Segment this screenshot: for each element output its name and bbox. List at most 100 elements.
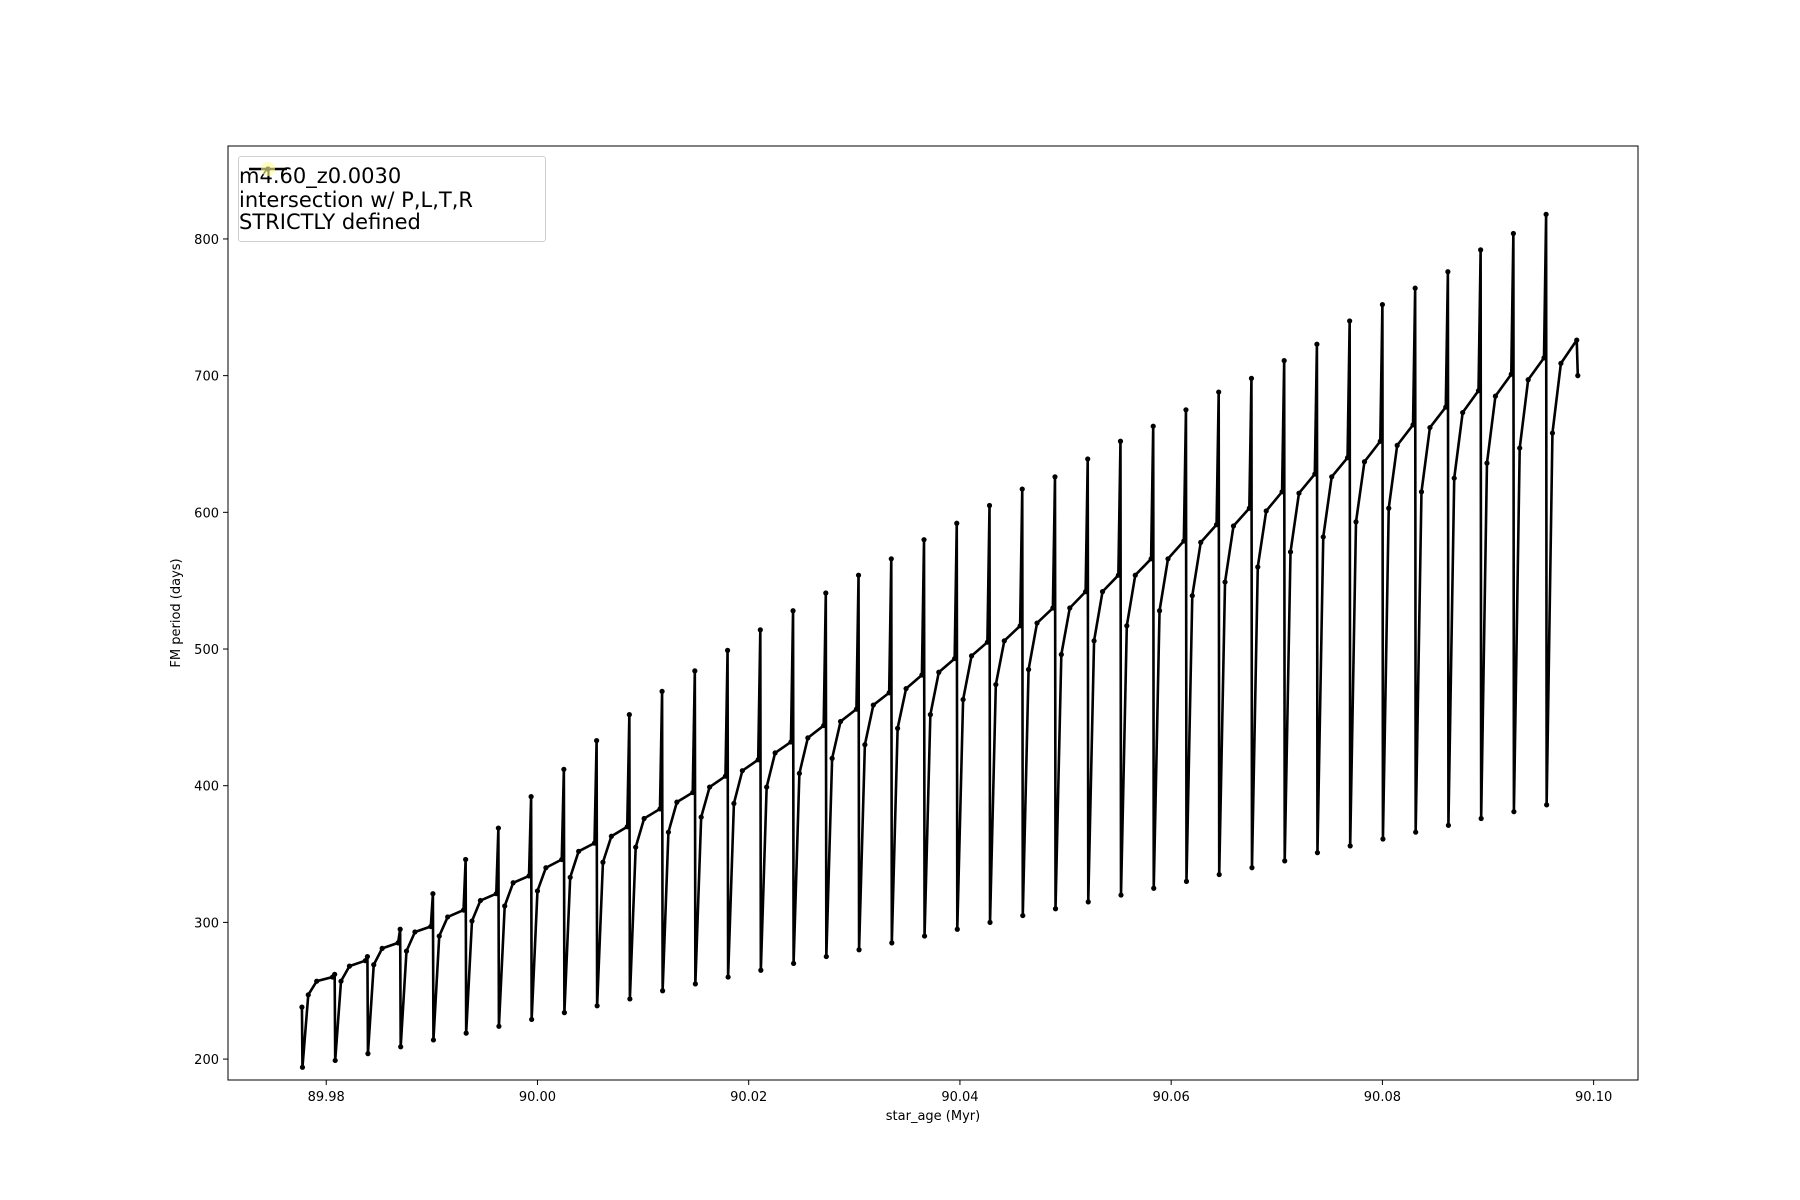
data-point bbox=[724, 647, 731, 653]
data-point bbox=[1052, 474, 1058, 480]
data-point bbox=[1020, 912, 1026, 919]
data-point bbox=[1492, 393, 1499, 399]
data-point bbox=[1183, 407, 1189, 413]
data-point bbox=[1353, 519, 1359, 525]
data-point bbox=[1222, 579, 1228, 585]
data-point bbox=[870, 702, 876, 708]
data-point bbox=[725, 974, 731, 980]
data-point bbox=[305, 992, 311, 998]
data-point bbox=[594, 737, 600, 744]
data-point bbox=[1329, 474, 1335, 480]
data-point bbox=[1198, 539, 1204, 545]
data-point bbox=[1085, 456, 1091, 462]
data-point bbox=[1115, 572, 1121, 578]
data-point bbox=[690, 789, 696, 796]
data-point bbox=[1132, 572, 1138, 578]
data-point bbox=[790, 960, 797, 967]
data-point bbox=[526, 873, 532, 879]
y-tick-label: 300 bbox=[194, 916, 219, 931]
data-point bbox=[1445, 822, 1452, 828]
data-point bbox=[823, 590, 829, 596]
data-point bbox=[1347, 318, 1353, 324]
data-point bbox=[1475, 388, 1482, 394]
data-point bbox=[829, 755, 835, 761]
data-point bbox=[1418, 489, 1425, 495]
data-point bbox=[1377, 438, 1383, 444]
data-point bbox=[1255, 564, 1261, 570]
data-point bbox=[862, 742, 868, 748]
data-point bbox=[1361, 459, 1368, 465]
data-point bbox=[1263, 508, 1269, 514]
data-point bbox=[502, 903, 508, 909]
data-point bbox=[559, 856, 565, 863]
data-point bbox=[428, 923, 434, 930]
data-point bbox=[314, 978, 320, 984]
data-point bbox=[1508, 371, 1514, 377]
data-point bbox=[1413, 829, 1419, 835]
data-point bbox=[332, 1057, 338, 1064]
data-point bbox=[889, 940, 895, 946]
data-point bbox=[412, 929, 418, 935]
data-point bbox=[821, 722, 827, 729]
data-point bbox=[921, 933, 928, 939]
data-point bbox=[886, 690, 892, 696]
y-tick-label: 200 bbox=[194, 1053, 219, 1068]
data-point bbox=[1510, 230, 1516, 237]
data-point bbox=[529, 1016, 535, 1023]
data-point bbox=[1484, 460, 1490, 466]
data-point bbox=[788, 739, 794, 745]
data-point bbox=[984, 639, 990, 645]
data-point bbox=[510, 880, 516, 886]
data-point bbox=[1460, 409, 1466, 416]
data-point bbox=[528, 794, 534, 800]
data-point bbox=[853, 706, 860, 712]
legend-marker bbox=[261, 162, 275, 176]
data-point bbox=[674, 799, 680, 805]
data-point bbox=[1248, 375, 1255, 381]
data-point bbox=[1314, 850, 1321, 856]
data-point bbox=[567, 874, 573, 880]
data-point bbox=[1427, 424, 1433, 431]
data-point bbox=[379, 945, 385, 951]
data-point bbox=[463, 1030, 469, 1036]
data-point bbox=[805, 735, 811, 741]
data-point bbox=[1394, 442, 1400, 448]
data-point bbox=[1216, 389, 1222, 395]
data-point bbox=[1181, 538, 1187, 544]
data-point bbox=[1511, 809, 1517, 815]
data-point bbox=[1117, 438, 1124, 444]
y-tick-label: 400 bbox=[194, 780, 219, 795]
data-point bbox=[591, 840, 598, 846]
legend-label: intersection w/ P,L,T,R STRICTLY defined bbox=[239, 188, 473, 234]
data-point bbox=[1386, 505, 1392, 511]
data-point bbox=[477, 897, 484, 904]
data-point bbox=[790, 608, 796, 614]
data-point bbox=[1541, 355, 1547, 361]
data-point bbox=[624, 824, 630, 830]
data-point bbox=[561, 766, 567, 772]
data-point bbox=[707, 784, 713, 790]
data-point bbox=[796, 770, 802, 777]
data-point bbox=[1451, 475, 1457, 481]
x-tick-label: 90.02 bbox=[730, 1090, 767, 1105]
data-point bbox=[1525, 377, 1531, 383]
data-point bbox=[1001, 638, 1007, 644]
legend-symbol bbox=[261, 162, 275, 176]
data-point bbox=[627, 996, 633, 1002]
data-point bbox=[1281, 358, 1287, 364]
data-point bbox=[903, 686, 909, 692]
data-point bbox=[954, 520, 960, 526]
data-point bbox=[1085, 899, 1091, 905]
data-point bbox=[397, 926, 403, 932]
data-point bbox=[430, 891, 436, 897]
data-point bbox=[1478, 815, 1484, 822]
data-point bbox=[1148, 556, 1154, 562]
data-point bbox=[403, 948, 410, 954]
data-point bbox=[1380, 836, 1386, 842]
y-tick-label: 800 bbox=[194, 233, 219, 248]
data-point bbox=[1052, 906, 1059, 912]
data-point bbox=[1050, 605, 1056, 611]
data-point bbox=[495, 825, 501, 831]
data-point bbox=[430, 1037, 437, 1043]
data-point bbox=[1445, 269, 1451, 275]
